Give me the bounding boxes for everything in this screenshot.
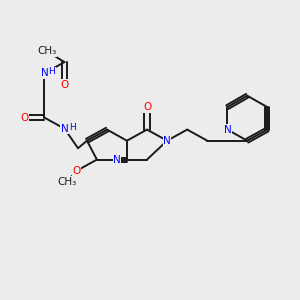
- Text: N: N: [113, 154, 121, 165]
- Text: N: N: [163, 136, 171, 146]
- Text: N: N: [61, 124, 68, 134]
- Text: H: H: [69, 123, 75, 132]
- Text: O: O: [60, 80, 69, 90]
- Text: O: O: [73, 166, 81, 176]
- Text: CH₃: CH₃: [57, 177, 76, 187]
- Text: O: O: [20, 112, 29, 123]
- Text: N: N: [224, 124, 231, 135]
- Text: O: O: [143, 102, 151, 112]
- Text: N: N: [40, 68, 48, 78]
- Text: CH₃: CH₃: [37, 46, 56, 56]
- Text: H: H: [49, 67, 55, 76]
